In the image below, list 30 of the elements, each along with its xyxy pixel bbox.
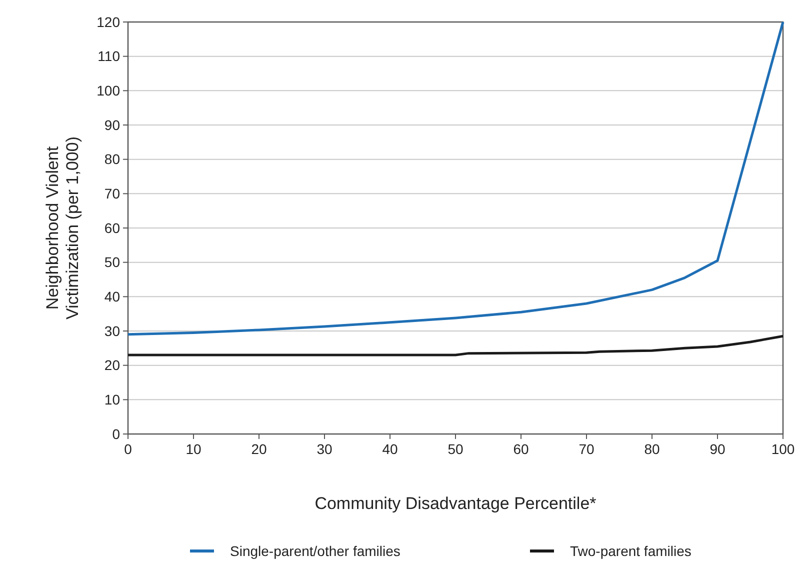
y-tick-label: 60 — [104, 220, 120, 236]
legend-label: Single-parent/other families — [230, 542, 400, 559]
y-tick-label: 90 — [104, 116, 120, 133]
x-tick-label: 30 — [316, 441, 332, 457]
x-tick-label: 10 — [186, 441, 202, 457]
y-axis-title: Neighborhood Violent Victimization (per 1,000) — [42, 136, 82, 320]
y-tick-label: 40 — [104, 288, 120, 305]
x-tick-label: 80 — [644, 441, 660, 457]
x-tick-label: 70 — [578, 441, 594, 457]
x-tick-label: 60 — [513, 441, 529, 457]
y-tick-label: 50 — [104, 254, 120, 270]
legend-label: Two-parent families — [570, 542, 692, 559]
x-tick-label: 50 — [448, 441, 464, 457]
x-axis-title: Community Disadvantage Percentile* — [314, 494, 597, 513]
y-tick-label: 110 — [98, 48, 120, 64]
y-tick-label: 20 — [104, 357, 120, 374]
x-tick-label: 90 — [710, 441, 726, 457]
y-tick-label: 100 — [96, 82, 120, 99]
y-tick-label: 120 — [96, 14, 120, 30]
line-series — [126, 20, 784, 336]
y-tick-label: 70 — [104, 186, 120, 202]
y-tick-label: 10 — [104, 392, 120, 408]
x-tick-label: 40 — [382, 441, 398, 457]
x-tick-label: 20 — [251, 441, 267, 457]
x-tick-label: 0 — [124, 441, 132, 457]
y-tick-label: 30 — [104, 322, 120, 339]
x-tick-label: 100 — [771, 441, 795, 457]
line-series — [126, 334, 784, 356]
y-tick-label: 80 — [104, 151, 120, 168]
y-tick-label: 0 — [112, 426, 120, 442]
